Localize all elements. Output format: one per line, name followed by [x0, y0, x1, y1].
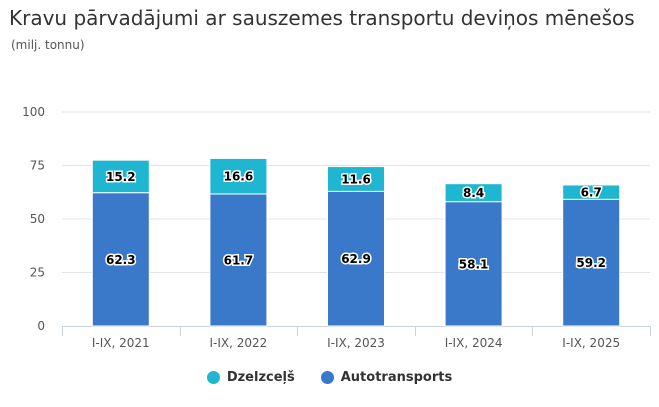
data-label-autotransports-4: 59.2 [576, 256, 606, 270]
y-tick-label-25: 25 [30, 266, 45, 280]
data-label-autotransports-0: 62.3 [106, 253, 136, 267]
bar-autotransports-2 [327, 190, 385, 327]
x-tick-label-0: I-IX, 2021 [92, 336, 150, 350]
data-label-dzelzce--2: 11.6 [341, 172, 371, 186]
x-tick-label-1: I-IX, 2022 [210, 336, 268, 350]
chart-subtitle: (milj. tonnu) [11, 38, 85, 52]
y-tick-label-0: 0 [37, 319, 45, 333]
data-label-autotransports-3: 58.1 [459, 257, 489, 271]
legend-dot-dzelzcels [206, 371, 220, 384]
bar-autotransports-4 [562, 198, 621, 327]
y-tick-label-75: 75 [30, 159, 45, 173]
legend-label-dzelzcels: Dzelzceļš [226, 370, 295, 385]
y-tick-label-50: 50 [30, 212, 45, 226]
data-label-dzelzce--4: 6.7 [581, 186, 602, 200]
x-tick-label-4: I-IX, 2025 [562, 336, 620, 350]
legend-item-autotransports[interactable]: Autotransports [320, 370, 453, 385]
bar-autotransports-0 [91, 192, 150, 327]
bar-dzelzce--0 [91, 159, 150, 194]
x-tick-label-2: I-IX, 2023 [327, 336, 385, 350]
legend-item-dzelzcels[interactable]: Dzelzceļš [206, 370, 295, 385]
data-label-autotransports-2: 62.9 [341, 252, 371, 266]
data-label-dzelzce--0: 15.2 [106, 170, 136, 184]
legend-label-autotransports: Autotransports [340, 370, 453, 385]
chart-legend: Dzelzceļš Autotransports [0, 370, 659, 385]
y-tick-label-100: 100 [22, 105, 45, 119]
data-label-dzelzce--3: 8.4 [463, 186, 484, 200]
bar-dzelzce--2 [327, 166, 385, 192]
bar-dzelzce--3 [444, 183, 503, 203]
data-label-dzelzce--1: 16.6 [224, 170, 254, 184]
bar-dzelzce--4 [562, 184, 621, 200]
data-label-autotransports-1: 61.7 [224, 253, 254, 267]
legend-dot-autotransports [320, 371, 334, 384]
chart-title: Kravu pārvadājumi ar sauszemes transport… [9, 6, 635, 30]
bar-autotransports-1 [209, 193, 268, 327]
bar-dzelzce--1 [209, 157, 268, 195]
bar-autotransports-3 [444, 201, 503, 327]
x-tick-label-3: I-IX, 2024 [445, 336, 503, 350]
